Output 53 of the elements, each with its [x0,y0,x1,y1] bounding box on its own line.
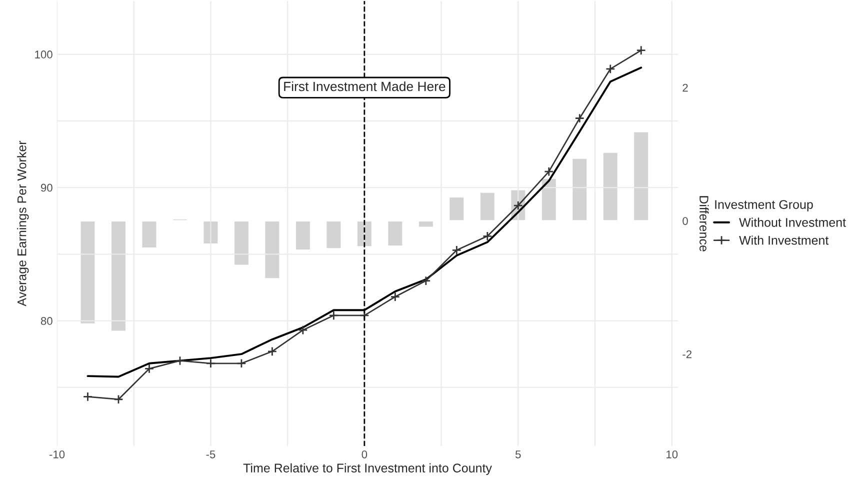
point [144,364,154,374]
bar [140,220,158,249]
x-tick-label: 0 [362,450,368,458]
point [298,325,308,335]
y2-tick-label: -2 [682,350,692,358]
bar [540,178,558,222]
y-tick-label: 80 [40,317,52,325]
y2-tick-label: 0 [682,217,688,225]
annotation: First Investment Made Here [284,81,446,92]
y2-axis-title: Difference [700,196,709,252]
bar [233,220,250,266]
bar [294,220,312,251]
point [390,292,400,302]
point [421,276,431,286]
bar [448,196,466,222]
point [175,356,185,366]
x-tick-label: -5 [206,450,216,458]
bar [79,220,96,325]
legend-label: With Investment [739,236,829,245]
bar [110,220,127,332]
legend-label: Without Investment [739,218,846,227]
x-axis-title: Time Relative to First Investment into County [243,463,492,475]
x-tick-label: 10 [666,450,678,458]
point [606,64,616,74]
point [482,231,492,242]
point [206,358,216,368]
bar [202,220,220,245]
point [328,310,339,320]
point [236,358,246,368]
bar [264,220,281,280]
point [267,346,278,356]
bar [386,220,404,247]
bar [418,220,434,228]
point [114,394,124,404]
bar [172,218,188,222]
y-tick-label: 90 [40,184,52,192]
x-tick-label: 5 [515,450,521,458]
point [544,166,554,176]
bar [602,152,619,222]
point [82,392,93,402]
point [636,45,646,56]
y2-tick-label: 2 [682,84,688,92]
x-tick-label: -10 [49,450,65,458]
point [452,245,462,256]
legend-title: Investment Group [715,200,813,212]
point [574,113,584,124]
y-axis-title: Average Earnings Per Worker [17,140,29,306]
bar [571,158,588,222]
y-tick-label: 100 [35,50,52,58]
bar [325,220,342,250]
bar [356,220,373,248]
bar [479,191,496,222]
bar [632,130,650,222]
